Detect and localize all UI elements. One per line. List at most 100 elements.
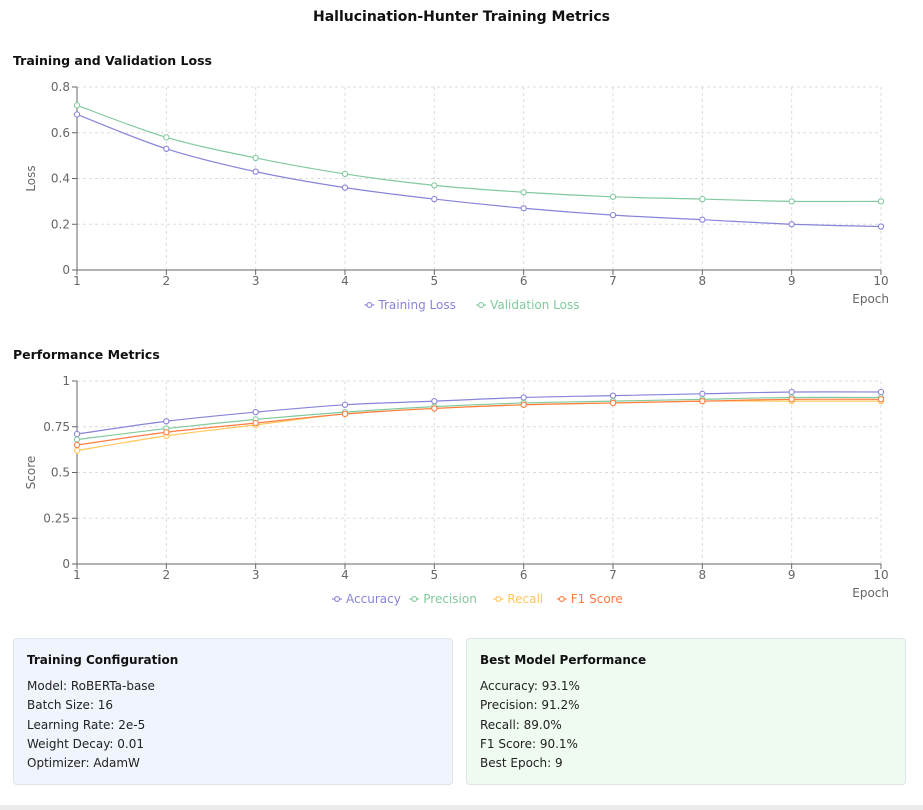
x-tick-label: 3 bbox=[252, 274, 260, 288]
data-point bbox=[520, 205, 527, 212]
legend-item: Accuracy bbox=[332, 592, 401, 606]
data-point bbox=[431, 405, 438, 412]
best-model-card: Best Model Performance Accuracy: 93.1% P… bbox=[466, 638, 906, 785]
x-tick-label: 2 bbox=[163, 568, 171, 582]
x-tick-label: 9 bbox=[788, 274, 796, 288]
x-tick-label: 4 bbox=[341, 274, 349, 288]
y-tick-label: 0.5 bbox=[51, 466, 70, 480]
data-point bbox=[699, 390, 706, 397]
data-point bbox=[877, 223, 885, 230]
x-tick-label: 6 bbox=[520, 568, 528, 582]
y-axis-label: Loss bbox=[24, 165, 38, 191]
y-axis-label: Score bbox=[24, 456, 38, 490]
best-model-title: Best Model Performance bbox=[480, 653, 647, 667]
data-point bbox=[252, 408, 259, 416]
data-point bbox=[73, 430, 81, 438]
data-point bbox=[877, 198, 885, 205]
best-recall: Recall: 89.0% bbox=[480, 717, 562, 732]
legend-item: Validation Loss bbox=[476, 298, 579, 312]
data-point bbox=[252, 419, 259, 427]
best-accuracy: Accuracy: 93.1% bbox=[480, 679, 580, 693]
legend-label: Recall bbox=[507, 592, 543, 606]
legend-label: Training Loss bbox=[377, 298, 455, 312]
legend-marker bbox=[495, 596, 502, 602]
x-tick-label: 10 bbox=[873, 568, 888, 582]
best-epoch: Best Epoch: 9 bbox=[480, 756, 563, 771]
config-model: Model: RoBERTa-base bbox=[27, 679, 155, 693]
training-config-card: Training Configuration Model: RoBERTa-ba… bbox=[13, 638, 453, 785]
data-point bbox=[163, 429, 170, 436]
data-point bbox=[788, 221, 795, 228]
config-optimizer: Optimizer: AdamW bbox=[27, 756, 140, 771]
best-f1: F1 Score: 90.1% bbox=[480, 736, 578, 751]
x-tick-label: 1 bbox=[73, 274, 81, 288]
x-tick-label: 7 bbox=[609, 274, 617, 288]
data-point bbox=[431, 195, 438, 203]
x-axis-label: Epoch bbox=[852, 292, 889, 306]
data-point bbox=[609, 399, 617, 407]
legend-item: Precision bbox=[409, 592, 477, 606]
legend-item: Recall bbox=[493, 592, 543, 606]
data-point bbox=[163, 418, 170, 425]
data-point bbox=[788, 396, 795, 403]
config-weight-decay: Weight Decay: 0.01 bbox=[27, 736, 144, 751]
data-point bbox=[73, 436, 81, 443]
x-axis-label: Epoch bbox=[852, 586, 889, 600]
data-point bbox=[609, 211, 617, 219]
data-point bbox=[163, 145, 170, 152]
legend-marker bbox=[478, 302, 485, 308]
data-point bbox=[341, 170, 349, 178]
x-tick-label: 7 bbox=[609, 568, 617, 582]
data-point bbox=[520, 189, 527, 196]
footer-bar bbox=[0, 805, 923, 810]
x-tick-label: 6 bbox=[520, 274, 528, 288]
data-point bbox=[699, 195, 706, 203]
legend-marker bbox=[558, 596, 565, 602]
data-point bbox=[788, 388, 795, 396]
data-point bbox=[341, 184, 349, 191]
legend-marker bbox=[334, 596, 340, 602]
data-point bbox=[73, 111, 81, 118]
data-point bbox=[788, 198, 795, 205]
data-point bbox=[341, 401, 349, 408]
data-point bbox=[877, 396, 885, 403]
x-tick-label: 10 bbox=[873, 274, 888, 288]
y-tick-label: 0 bbox=[62, 263, 70, 277]
data-point bbox=[73, 102, 81, 109]
series-line-validation-loss bbox=[76, 104, 882, 203]
y-tick-label: 0.6 bbox=[51, 126, 70, 140]
metrics-chart: 1 2 3 4 5 6 7 8 9 10 0 0.25 0.5 0.75 1 Epoch Score Accura… bbox=[24, 374, 889, 606]
legend-marker bbox=[411, 596, 418, 602]
data-point bbox=[73, 441, 81, 449]
legend-marker bbox=[366, 302, 373, 308]
series-line-precision bbox=[76, 396, 882, 441]
x-tick-label: 5 bbox=[431, 274, 439, 288]
x-tick-label: 8 bbox=[699, 568, 707, 582]
y-tick-label: 0 bbox=[62, 557, 70, 571]
data-point bbox=[699, 216, 706, 223]
x-tick-label: 9 bbox=[788, 568, 796, 582]
y-tick-label: 0.75 bbox=[43, 420, 70, 434]
best-precision: Precision: 91.2% bbox=[480, 698, 580, 713]
data-point bbox=[609, 392, 617, 399]
data-point bbox=[252, 154, 259, 162]
y-tick-label: 0.8 bbox=[51, 80, 70, 94]
y-tick-label: 0.4 bbox=[51, 172, 70, 186]
data-point bbox=[699, 397, 706, 405]
x-tick-label: 3 bbox=[252, 568, 260, 582]
data-point bbox=[520, 401, 527, 408]
data-point bbox=[341, 410, 349, 418]
page-title: Hallucination-Hunter Training Metrics bbox=[313, 9, 610, 25]
legend-label: Precision bbox=[423, 592, 477, 606]
legend-item: Training Loss bbox=[364, 298, 456, 312]
legend-label: F1 Score bbox=[571, 592, 623, 606]
x-tick-label: 5 bbox=[431, 568, 439, 582]
loss-chart-title: Training and Validation Loss bbox=[13, 53, 212, 68]
data-point bbox=[520, 394, 527, 401]
data-point bbox=[73, 447, 81, 454]
y-tick-label: 0.25 bbox=[43, 511, 70, 525]
data-point bbox=[431, 397, 438, 405]
metrics-chart-title: Performance Metrics bbox=[13, 347, 160, 362]
data-point bbox=[163, 134, 170, 141]
config-learning-rate: Learning Rate: 2e-5 bbox=[27, 717, 146, 732]
